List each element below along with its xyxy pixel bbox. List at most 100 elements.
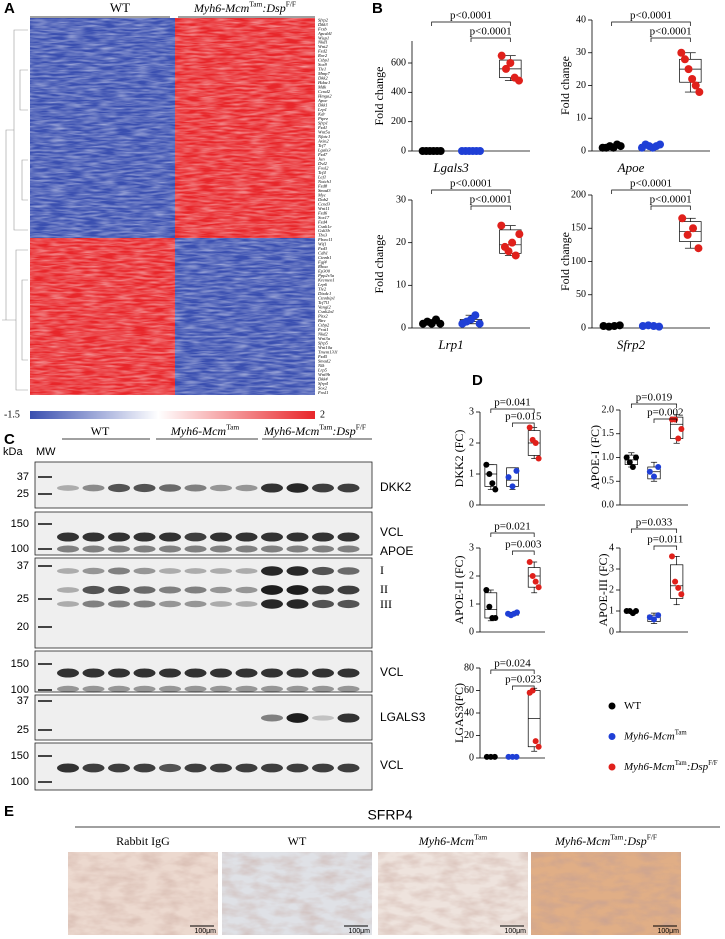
data-point: [651, 616, 657, 623]
text-segment: :Dsp: [687, 761, 709, 773]
ihc-texture: [68, 852, 218, 935]
blot-band: [184, 685, 207, 693]
superscript: Tam: [610, 832, 623, 841]
data-point: [502, 64, 511, 73]
p-value: p<0.0001: [650, 194, 692, 206]
gene-label: Fzd5: [317, 354, 328, 359]
y-axis-label: APOE-I (FC): [588, 425, 602, 490]
mw-marker-label: 150: [11, 750, 29, 762]
text-segment: Myh6-Mcm: [418, 834, 475, 848]
ihc-texture: [378, 852, 528, 935]
gene-label: Tcf7l1: [318, 300, 329, 305]
data-point: [515, 230, 524, 239]
x-axis-label: Lgals3: [432, 160, 469, 175]
blot-band: [261, 585, 283, 595]
superscript: Tam: [226, 422, 239, 431]
data-point: [532, 738, 539, 745]
blot-band: [210, 763, 232, 773]
data-point: [633, 454, 640, 461]
blot-band: [108, 532, 130, 542]
data-point: [513, 753, 520, 760]
data-point: [529, 573, 536, 579]
gene-label: Wnt11: [318, 206, 330, 211]
p-value: p=0.019: [636, 392, 673, 404]
group-label: WT: [110, 0, 130, 15]
y-tick-label: 60: [464, 685, 474, 696]
data-point: [694, 244, 703, 253]
gene-label: Wnt10a: [318, 345, 333, 350]
band-label: I: [380, 563, 384, 577]
blot-band: [312, 545, 334, 553]
panel-label: B: [372, 0, 383, 17]
p-value: p<0.0001: [450, 10, 492, 22]
data-point: [497, 51, 506, 60]
gene-label: Sfrp5: [318, 340, 329, 345]
blot-band: [337, 585, 360, 595]
data-point: [651, 473, 657, 480]
band-label: III: [380, 597, 392, 611]
gene-label: Lrp6: [317, 282, 328, 287]
group-underlines: [30, 16, 720, 828]
gene-label: Csnk1e: [318, 224, 332, 229]
data-point: [491, 753, 498, 760]
blot-label: DKK2: [380, 480, 412, 494]
blot-band: [159, 568, 181, 574]
blot-band: [235, 532, 258, 542]
data-point: [684, 65, 693, 74]
panel-label: D: [472, 372, 483, 389]
gene-label: Apoe: [317, 98, 327, 103]
gene-label: Dvl2: [317, 161, 328, 166]
p-value: p<0.0001: [470, 26, 512, 38]
data-point: [514, 76, 523, 85]
gene-label: Lef1: [317, 174, 326, 179]
data-point: [526, 424, 533, 431]
data-point: [677, 48, 686, 57]
gene-label: Rhoa: [317, 264, 328, 269]
mw-marker-label: 37: [17, 560, 29, 572]
ihc-label: Myh6-McmTam: [418, 832, 488, 848]
y-tick-label: 0: [469, 499, 474, 510]
blot-band: [159, 586, 181, 594]
mw-marker-label: 37: [17, 695, 29, 707]
gene-label: Dkk4: [317, 376, 328, 381]
gene-label: Fzd3: [317, 246, 328, 251]
p-value: p=0.033: [636, 517, 673, 529]
gene-label: Lrp5: [317, 367, 328, 372]
superscript: Tam: [319, 422, 332, 431]
blot-band: [159, 545, 181, 553]
gene-label: Vangl2: [318, 305, 331, 310]
data-point: [675, 435, 682, 442]
gene-label: Dkk2: [317, 76, 328, 81]
data-point: [535, 584, 542, 591]
data-point: [504, 247, 513, 256]
blot-band: [57, 587, 79, 593]
superscript: F/F: [356, 422, 366, 431]
p-value: p<0.0001: [650, 26, 692, 38]
blot-band: [184, 668, 207, 678]
blot-band: [312, 668, 334, 678]
p-value: p=0.015: [505, 411, 542, 423]
heatmap-image: [30, 18, 315, 395]
blot-band: [133, 567, 156, 575]
data-point: [511, 251, 520, 260]
data-point: [529, 687, 536, 694]
band-label: II: [380, 582, 388, 596]
ihc-texture: [222, 852, 372, 935]
blot-band: [57, 601, 79, 607]
x-axis-label: Sfrp2: [617, 337, 646, 352]
blot-band: [210, 484, 232, 492]
data-point: [483, 461, 490, 468]
mw-marker-label: 150: [11, 658, 29, 670]
y-tick-label: 80: [464, 662, 474, 673]
gene-label: Frzb: [317, 26, 327, 31]
blot-band: [108, 585, 130, 595]
blot-band: [286, 685, 309, 693]
gene-label: Fzd7: [317, 152, 328, 157]
blot-band: [312, 483, 334, 493]
gene-label: Sfrp2: [318, 17, 329, 22]
gene-label: Ctnnb1: [318, 255, 332, 260]
y-axis-label: Fold change: [558, 232, 572, 291]
gene-label: Gsk3b: [318, 228, 330, 233]
y-axis-label: Fold change: [372, 235, 386, 294]
blot-band: [57, 485, 79, 491]
